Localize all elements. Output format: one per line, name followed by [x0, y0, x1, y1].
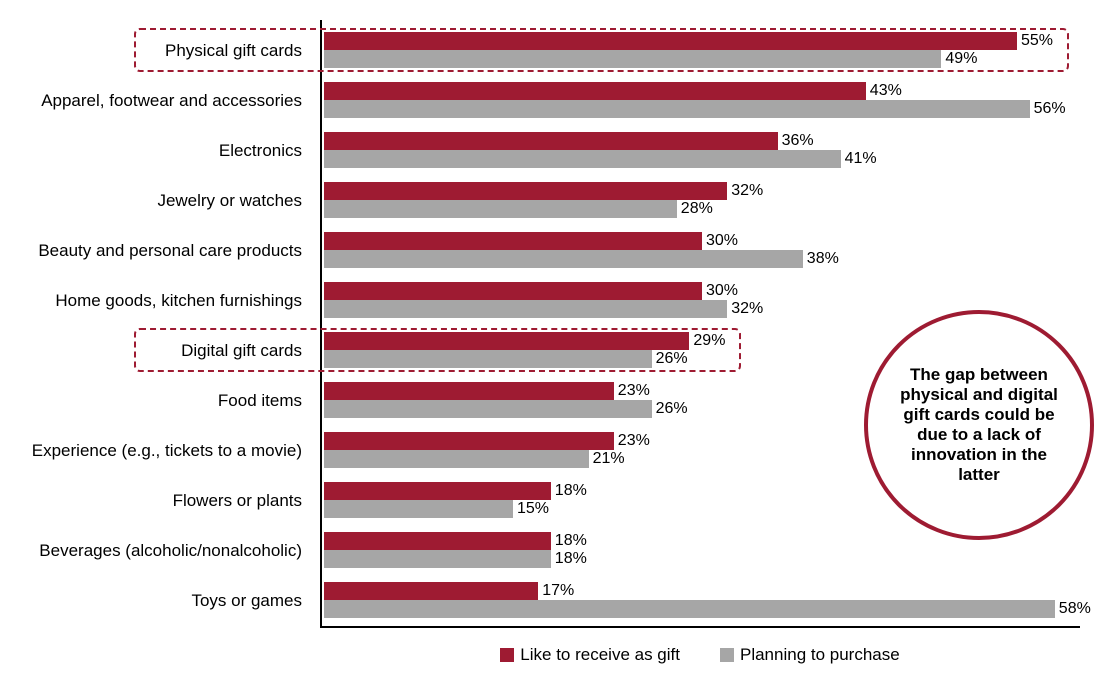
- legend: Like to receive as gift Planning to purc…: [320, 640, 1080, 670]
- value-label-b: 26%: [656, 350, 700, 368]
- bar-series-a: 32%: [324, 182, 727, 200]
- value-label-a: 23%: [618, 432, 662, 450]
- value-label-b: 21%: [593, 450, 637, 468]
- value-label-a: 23%: [618, 382, 662, 400]
- category-label: Flowers or plants: [173, 476, 312, 526]
- bar-series-a: 30%: [324, 232, 702, 250]
- value-label-b: 41%: [845, 150, 889, 168]
- bar-series-a: 17%: [324, 582, 538, 600]
- bar-series-b: 41%: [324, 150, 841, 168]
- bar-series-b: 26%: [324, 350, 652, 368]
- bar-series-b: 28%: [324, 200, 677, 218]
- value-label-b: 58%: [1059, 600, 1103, 618]
- category-label: Digital gift cards: [181, 326, 312, 376]
- legend-item-a: Like to receive as gift: [500, 645, 680, 665]
- legend-swatch-b: [720, 648, 734, 662]
- category-label: Apparel, footwear and accessories: [41, 76, 312, 126]
- legend-item-b: Planning to purchase: [720, 645, 900, 665]
- bar-series-a: 30%: [324, 282, 702, 300]
- value-label-a: 55%: [1021, 32, 1065, 50]
- value-label-b: 18%: [555, 550, 599, 568]
- bar-series-a: 18%: [324, 482, 551, 500]
- bar-series-a: 36%: [324, 132, 778, 150]
- bar-series-b: 21%: [324, 450, 589, 468]
- callout-circle: The gap between physical and digital gif…: [864, 310, 1094, 540]
- value-label-b: 28%: [681, 200, 725, 218]
- legend-label-b: Planning to purchase: [740, 645, 900, 665]
- legend-swatch-a: [500, 648, 514, 662]
- value-label-b: 26%: [656, 400, 700, 418]
- value-label-a: 36%: [782, 132, 826, 150]
- category-label: Experience (e.g., tickets to a movie): [32, 426, 312, 476]
- callout-text: The gap between physical and digital gif…: [888, 365, 1070, 485]
- value-label-a: 32%: [731, 182, 775, 200]
- category-label: Home goods, kitchen furnishings: [55, 276, 312, 326]
- category-label: Electronics: [219, 126, 312, 176]
- bar-series-a: 18%: [324, 532, 551, 550]
- value-label-a: 29%: [693, 332, 737, 350]
- bar-series-a: 23%: [324, 432, 614, 450]
- bar-series-a: 55%: [324, 32, 1017, 50]
- bar-series-a: 43%: [324, 82, 866, 100]
- category-label: Beverages (alcoholic/nonalcoholic): [39, 526, 312, 576]
- value-label-b: 56%: [1034, 100, 1078, 118]
- bar-series-a: 29%: [324, 332, 689, 350]
- bar-series-b: 26%: [324, 400, 652, 418]
- bar-series-b: 56%: [324, 100, 1030, 118]
- category-label: Food items: [218, 376, 312, 426]
- value-label-a: 17%: [542, 582, 586, 600]
- value-label-a: 30%: [706, 282, 750, 300]
- legend-label-a: Like to receive as gift: [520, 645, 680, 665]
- bar-series-b: 49%: [324, 50, 941, 68]
- bar-series-b: 15%: [324, 500, 513, 518]
- value-label-b: 15%: [517, 500, 561, 518]
- value-label-b: 32%: [731, 300, 775, 318]
- category-label: Jewelry or watches: [157, 176, 312, 226]
- category-label: Physical gift cards: [165, 26, 312, 76]
- chart-container: 55%49%43%56%36%41%32%28%30%38%30%32%29%2…: [20, 20, 1094, 678]
- bar-series-a: 23%: [324, 382, 614, 400]
- bar-series-b: 38%: [324, 250, 803, 268]
- category-label: Toys or games: [191, 576, 312, 626]
- value-label-a: 43%: [870, 82, 914, 100]
- value-label-a: 30%: [706, 232, 750, 250]
- value-label-a: 18%: [555, 532, 599, 550]
- value-label-b: 49%: [945, 50, 989, 68]
- category-label: Beauty and personal care products: [38, 226, 312, 276]
- bar-series-b: 18%: [324, 550, 551, 568]
- value-label-b: 38%: [807, 250, 851, 268]
- value-label-a: 18%: [555, 482, 599, 500]
- bar-series-b: 32%: [324, 300, 727, 318]
- bar-series-b: 58%: [324, 600, 1055, 618]
